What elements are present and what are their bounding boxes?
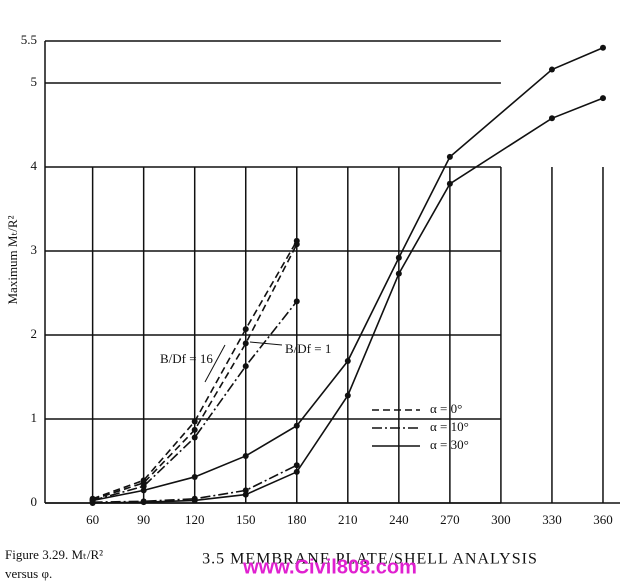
data-point xyxy=(140,487,147,494)
data-point xyxy=(395,270,402,277)
x-tick-label: 120 xyxy=(185,512,205,527)
data-point xyxy=(191,426,198,433)
x-tick-label: 60 xyxy=(86,512,99,527)
data-point xyxy=(446,153,453,160)
data-point xyxy=(599,95,606,102)
data-point xyxy=(242,326,249,333)
leader-line xyxy=(249,341,283,346)
data-point xyxy=(446,180,453,187)
x-tick-label: 90 xyxy=(137,512,150,527)
annotation: B/Df = 1 xyxy=(285,341,331,356)
series-line xyxy=(92,300,298,502)
series-line xyxy=(92,46,604,502)
data-point xyxy=(191,418,198,425)
legend-label: α = 0° xyxy=(430,401,462,416)
x-tick-label: 300 xyxy=(491,512,511,527)
y-tick-label: 5 xyxy=(31,74,38,89)
x-tick-label: 270 xyxy=(440,512,460,527)
x-tick-label: 330 xyxy=(542,512,562,527)
data-point xyxy=(242,363,249,370)
data-point xyxy=(242,340,249,347)
data-point xyxy=(191,473,198,480)
y-tick-label: 5.5 xyxy=(21,32,37,47)
data-point xyxy=(293,241,300,248)
x-tick-label: 150 xyxy=(236,512,256,527)
x-tick-label: 360 xyxy=(593,512,613,527)
data-point xyxy=(293,468,300,475)
caption: Figure 3.29. Mₜ/R² xyxy=(5,547,103,562)
data-point xyxy=(548,66,555,73)
data-point xyxy=(140,483,147,490)
leader-line xyxy=(204,344,226,383)
annotation: B/Df = 16 xyxy=(160,351,213,366)
data-point xyxy=(140,499,147,506)
data-point xyxy=(395,254,402,261)
y-axis-label: Maximum Mₜ/R² xyxy=(5,215,20,304)
data-point xyxy=(191,497,198,504)
y-tick-label: 2 xyxy=(31,326,38,341)
data-point xyxy=(344,392,351,399)
y-tick-label: 4 xyxy=(31,158,38,173)
data-point xyxy=(344,358,351,365)
x-tick-label: 210 xyxy=(338,512,358,527)
y-tick-label: 3 xyxy=(31,242,38,257)
data-point xyxy=(548,115,555,122)
data-point xyxy=(293,462,300,469)
series-line xyxy=(92,97,604,504)
data-point xyxy=(242,452,249,459)
data-point xyxy=(191,434,198,441)
x-tick-label: 180 xyxy=(287,512,307,527)
y-tick-label: 1 xyxy=(31,410,38,425)
y-tick-label: 0 xyxy=(31,494,38,509)
x-tick-label: 240 xyxy=(389,512,409,527)
data-point xyxy=(293,298,300,305)
watermark: www.Civil808.com xyxy=(242,556,417,578)
data-point xyxy=(293,422,300,429)
data-point xyxy=(599,44,606,51)
caption: versus φ. xyxy=(5,566,52,581)
data-point xyxy=(242,491,249,498)
data-point xyxy=(242,487,249,494)
page-header: 3.5 MEMBRANE PLATE/SHELL ANALYSIS xyxy=(202,551,538,568)
legend-label: α = 30° xyxy=(430,437,469,452)
data-point xyxy=(89,500,96,506)
legend-label: α = 10° xyxy=(430,419,469,434)
